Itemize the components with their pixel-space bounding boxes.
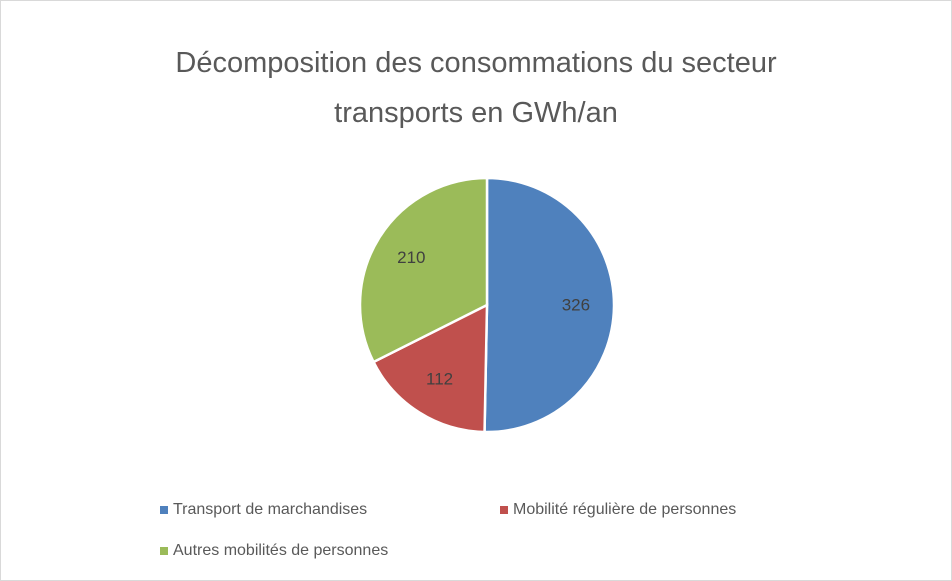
data-label: 210 [397,248,425,267]
legend-label: Transport de marchandises [173,501,367,518]
pie-slice [358,176,489,364]
pie-slice [483,176,616,434]
legend-swatch [160,506,168,514]
data-label: 112 [426,370,453,389]
legend-swatch [500,506,508,514]
chart-title: Décomposition des consommations du secte… [175,47,777,129]
legend-swatch [160,547,168,555]
data-label: 326 [562,295,590,314]
legend-label: Autres mobilités de personnes [173,542,388,559]
pie-slice [371,302,489,434]
legend-label: Mobilité régulière de personnes [513,501,736,518]
